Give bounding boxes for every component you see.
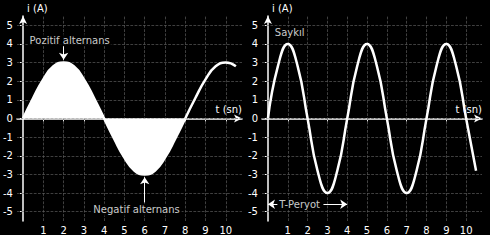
svg-text:Saykıl: Saykıl — [275, 27, 305, 38]
svg-text:2: 2 — [60, 225, 66, 235]
svg-text:4: 4 — [101, 225, 107, 235]
svg-text:Pozitif alternans: Pozitif alternans — [30, 35, 110, 46]
svg-text:2: 2 — [7, 76, 13, 87]
svg-text:T-Peryot: T-Peryot — [278, 199, 320, 210]
svg-text:t (sn): t (sn) — [216, 104, 243, 115]
svg-text:3: 3 — [252, 57, 258, 68]
svg-text:-2: -2 — [3, 150, 13, 161]
svg-text:Negatif alternans: Negatif alternans — [93, 204, 179, 215]
svg-text:-5: -5 — [248, 206, 258, 217]
svg-text:0: 0 — [252, 113, 258, 124]
svg-text:-3: -3 — [248, 169, 258, 180]
svg-text:1: 1 — [7, 94, 13, 105]
svg-text:2: 2 — [304, 225, 310, 235]
svg-text:4: 4 — [7, 38, 13, 49]
svg-text:5: 5 — [252, 20, 258, 31]
svg-text:10: 10 — [460, 225, 473, 235]
svg-text:t (sn): t (sn) — [456, 104, 483, 115]
svg-text:5: 5 — [364, 225, 370, 235]
svg-text:5: 5 — [121, 225, 127, 235]
svg-text:1: 1 — [252, 94, 258, 105]
svg-text:9: 9 — [443, 225, 449, 235]
svg-text:i (A): i (A) — [27, 3, 48, 14]
svg-text:-1: -1 — [248, 132, 258, 143]
svg-text:4: 4 — [252, 38, 258, 49]
svg-text:3: 3 — [81, 225, 87, 235]
svg-text:3: 3 — [7, 57, 13, 68]
svg-text:-1: -1 — [3, 132, 13, 143]
svg-text:7: 7 — [162, 225, 168, 235]
svg-text:8: 8 — [423, 225, 429, 235]
svg-text:0: 0 — [7, 113, 13, 124]
svg-text:-3: -3 — [3, 169, 13, 180]
svg-text:9: 9 — [202, 225, 208, 235]
svg-text:6: 6 — [384, 225, 390, 235]
svg-text:5: 5 — [7, 20, 13, 31]
svg-text:4: 4 — [344, 225, 350, 235]
svg-text:8: 8 — [182, 225, 188, 235]
svg-text:6: 6 — [142, 225, 148, 235]
svg-text:-5: -5 — [3, 206, 13, 217]
svg-text:-4: -4 — [3, 188, 13, 199]
svg-text:3: 3 — [324, 225, 330, 235]
svg-text:10: 10 — [219, 225, 232, 235]
svg-text:1: 1 — [40, 225, 46, 235]
svg-text:1: 1 — [285, 225, 291, 235]
svg-text:7: 7 — [403, 225, 409, 235]
svg-text:-4: -4 — [248, 188, 258, 199]
svg-text:i (A): i (A) — [272, 3, 293, 14]
svg-text:-2: -2 — [248, 150, 258, 161]
svg-text:2: 2 — [252, 76, 258, 87]
